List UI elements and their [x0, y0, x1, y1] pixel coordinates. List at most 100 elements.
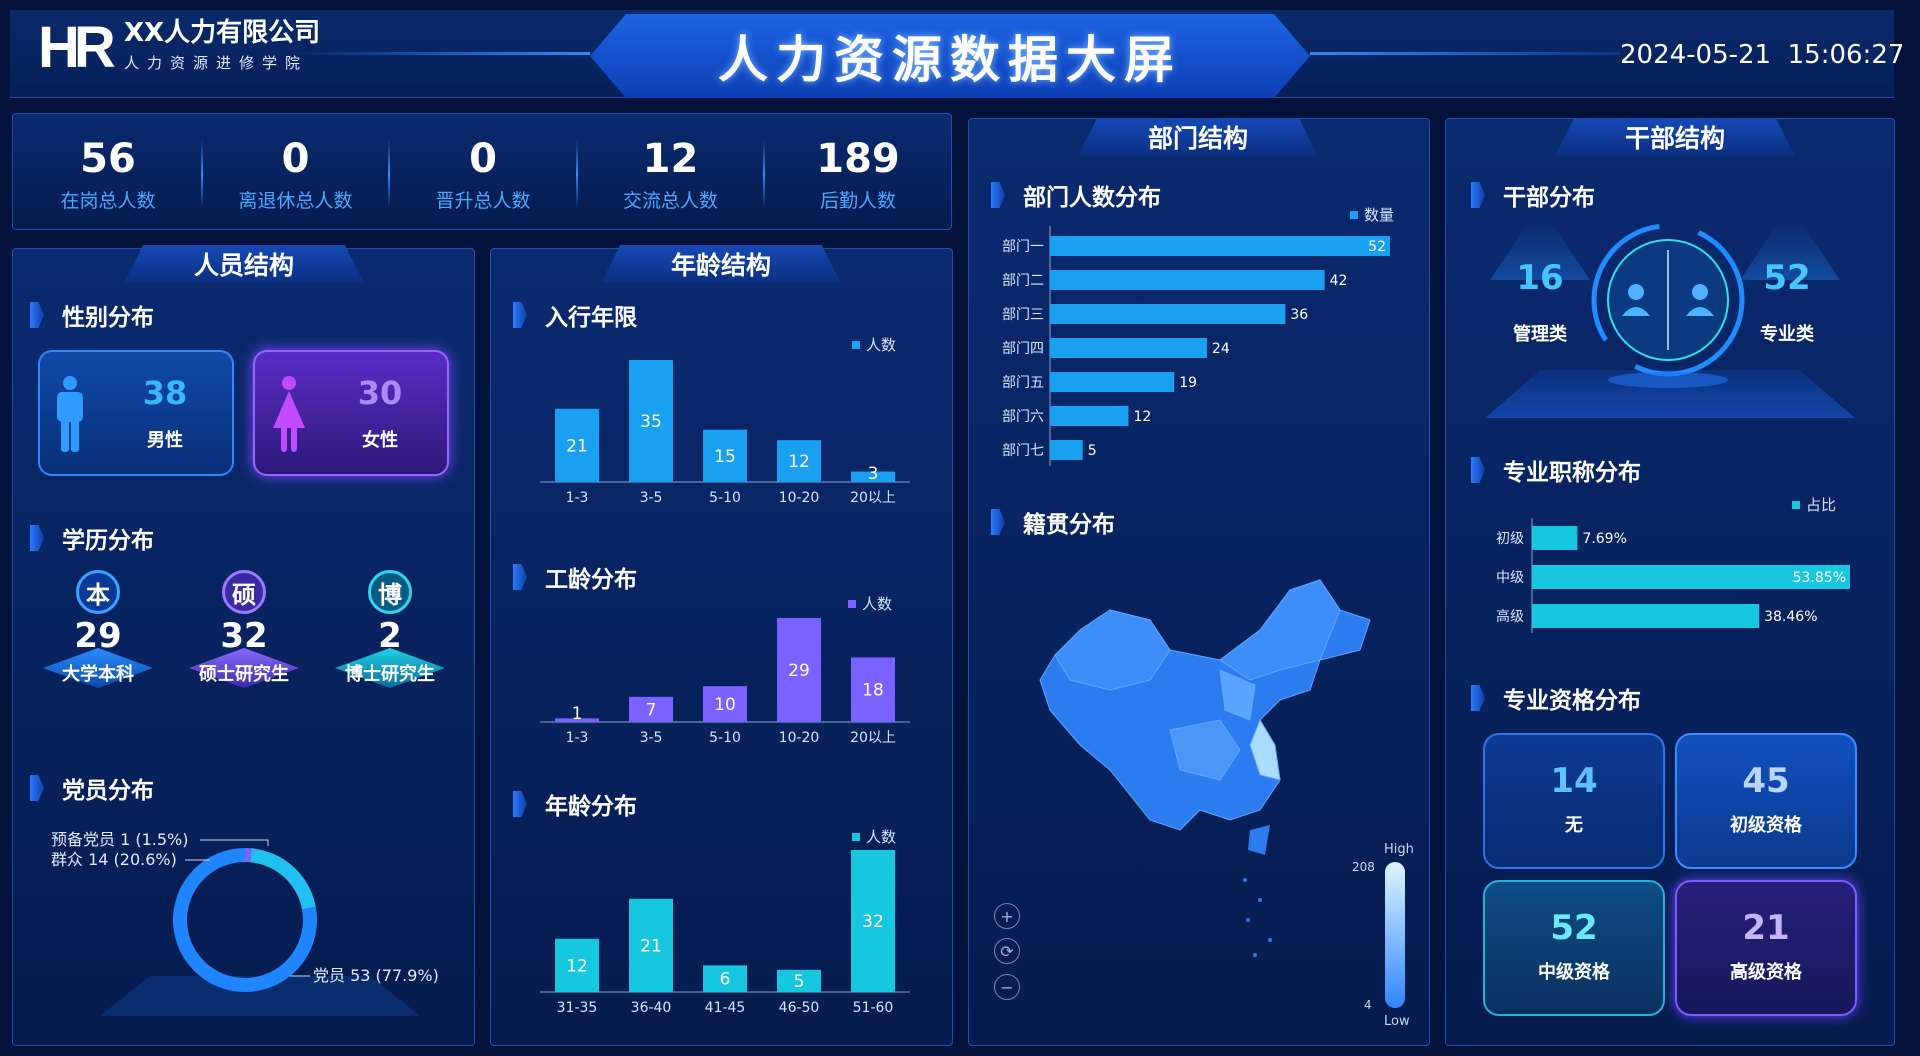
- bar[interactable]: [703, 686, 747, 722]
- work-years-legend: 人数: [848, 593, 892, 614]
- edu-master: 硕 32 硕士研究生: [184, 570, 304, 730]
- section-label: 籍贯分布: [1023, 512, 1115, 538]
- prof-label: 专业类: [1760, 324, 1814, 345]
- female-card: 30 女性: [253, 350, 449, 476]
- map-scale-high: High: [1384, 842, 1414, 857]
- bar[interactable]: [1532, 526, 1578, 550]
- map-region-northeast[interactable]: [1219, 579, 1341, 681]
- bar[interactable]: [629, 898, 673, 992]
- bar[interactable]: [1050, 372, 1175, 392]
- bar[interactable]: [851, 657, 895, 722]
- rank-section-title: 专业职称分布: [1471, 453, 1641, 487]
- map-region-west[interactable]: [1054, 609, 1171, 691]
- donut-slice[interactable]: [245, 848, 252, 863]
- bar[interactable]: [555, 718, 599, 722]
- bar-value-label: 29: [788, 661, 810, 681]
- map-region-east-high[interactable]: [1249, 718, 1281, 781]
- prof-count: 52: [1763, 258, 1811, 298]
- pie-label-reserve: 预备党员 1 (1.5%): [51, 830, 189, 849]
- seniority-bar-chart: 21 1-3 35 3-5 15 5-10 12 10-20 3 20以上: [540, 360, 910, 506]
- map-visual-map-slider[interactable]: [1385, 862, 1405, 1008]
- x-tick-label: 20以上: [850, 730, 896, 746]
- section-label: 党员分布: [62, 778, 154, 804]
- zoom-in-button[interactable]: +: [994, 903, 1020, 929]
- stat-retired: 0 离退休总人数: [216, 136, 376, 213]
- qual-value: 21: [1742, 908, 1790, 948]
- section-marker-icon: [1471, 182, 1485, 208]
- ring-base-icon: [1608, 372, 1728, 388]
- legend-swatch: [852, 340, 860, 349]
- bar[interactable]: [703, 429, 747, 482]
- bar[interactable]: [629, 360, 673, 482]
- bar[interactable]: [777, 440, 821, 482]
- bar[interactable]: [777, 969, 821, 992]
- stat-label: 晋升总人数: [435, 189, 531, 212]
- bar[interactable]: [1050, 304, 1286, 324]
- bar[interactable]: [555, 938, 599, 992]
- qual-value: 14: [1550, 761, 1598, 801]
- stat-label: 交流总人数: [622, 189, 718, 212]
- legend-label: 人数: [866, 336, 897, 354]
- zoom-out-button[interactable]: −: [994, 974, 1020, 1000]
- section-marker-icon: [1471, 685, 1485, 711]
- legend-swatch: [852, 832, 860, 841]
- bar-value-label: 53.85%: [1793, 570, 1846, 586]
- master-badge-icon: 硕: [222, 570, 266, 614]
- bar[interactable]: [1050, 406, 1129, 426]
- edu-doctor: 博 2 博士研究生: [330, 570, 450, 730]
- section-marker-icon: [30, 525, 44, 551]
- legend-swatch: [1792, 500, 1800, 509]
- party-donut-chart: 预备党员 1 (1.5%) 群众 14 (20.6%) 党员 53 (77.9%…: [51, 830, 439, 1016]
- bar[interactable]: [851, 471, 895, 482]
- stat-logistics: 189 后勤人数: [778, 136, 938, 213]
- bar[interactable]: [1532, 604, 1760, 628]
- x-tick-label: 31-35: [557, 1000, 598, 1016]
- bar[interactable]: [1050, 270, 1325, 290]
- qual-value: 52: [1550, 908, 1598, 948]
- bar[interactable]: [1050, 440, 1083, 460]
- y-tick-label: 初级: [1496, 530, 1524, 547]
- map-region-north[interactable]: [1219, 669, 1256, 721]
- age-bar-chart: 12 31-35 21 36-40 6 41-45 5 46-50 32 51-60: [540, 850, 910, 1016]
- reset-view-button[interactable]: ⟳: [994, 938, 1020, 964]
- stat-value: 0: [469, 135, 497, 182]
- hr-logo: HR: [38, 15, 116, 80]
- bar[interactable]: [555, 408, 599, 482]
- bar[interactable]: [703, 965, 747, 992]
- section-marker-icon: [991, 509, 1005, 535]
- stat-divider: [575, 139, 578, 209]
- x-tick-label: 1-3: [566, 490, 589, 506]
- page-title-plate: 人力资源数据大屏: [590, 14, 1310, 98]
- qual-card-junior: 45 初级资格: [1675, 733, 1857, 869]
- bar-value-label: 12: [1133, 409, 1151, 425]
- manager-icon-body: [1622, 307, 1650, 316]
- map-region-central[interactable]: [1169, 719, 1241, 781]
- map-region-island[interactable]: [1248, 825, 1270, 855]
- bachelor-badge-icon: 本: [76, 570, 120, 614]
- bar-value-label: 52: [1368, 239, 1386, 255]
- age-panel-title: 年龄结构: [601, 245, 841, 283]
- bar[interactable]: [1050, 338, 1207, 358]
- x-tick-label: 36-40: [631, 1000, 672, 1016]
- bar[interactable]: [777, 618, 821, 722]
- bar-value-label: 12: [788, 452, 810, 472]
- bar[interactable]: [851, 850, 895, 992]
- bar-value-label: 42: [1330, 273, 1348, 289]
- y-tick-label: 高级: [1496, 608, 1524, 625]
- bar[interactable]: [1532, 565, 1850, 589]
- y-tick-label: 部门二: [1002, 273, 1044, 289]
- legend-swatch: [1350, 210, 1358, 219]
- male-label: 男性: [147, 430, 183, 451]
- x-tick-label: 20以上: [850, 490, 896, 506]
- seniority-section-title: 入行年限: [513, 298, 637, 332]
- education-section-title: 学历分布: [30, 521, 154, 555]
- china-origin-map: [1039, 579, 1371, 957]
- section-marker-icon: [30, 302, 44, 328]
- mgmt-label: 管理类: [1513, 324, 1567, 345]
- bar[interactable]: [629, 696, 673, 722]
- stat-label: 在岗总人数: [60, 189, 156, 212]
- company-name: XX人力有限公司: [124, 18, 321, 48]
- donut-slice[interactable]: [250, 848, 316, 910]
- stat-value: 0: [281, 135, 310, 182]
- bar[interactable]: [1050, 236, 1390, 256]
